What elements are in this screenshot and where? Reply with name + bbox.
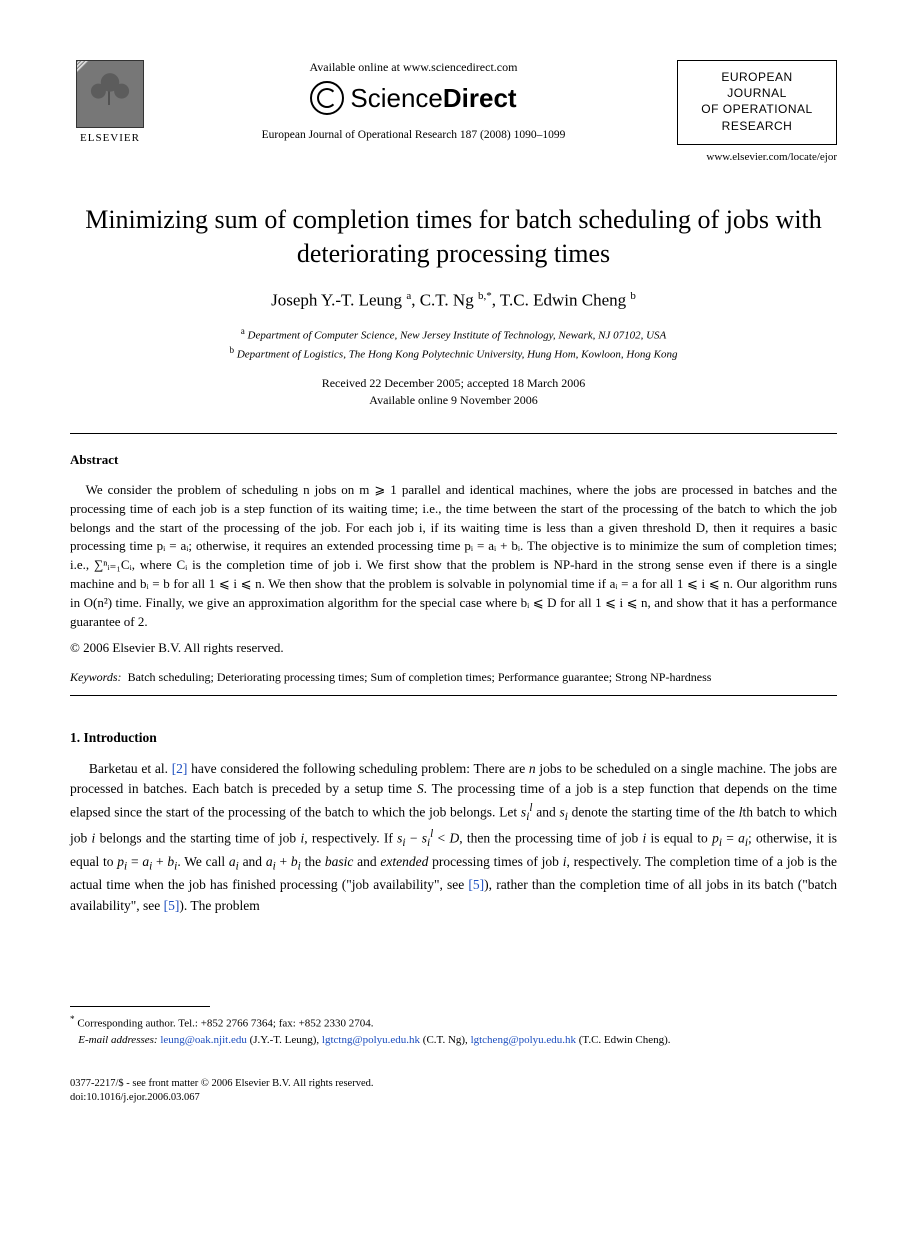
publisher-logo: ELSEVIER: [70, 60, 150, 144]
email-owner: (C.T. Ng),: [423, 1034, 468, 1046]
section-heading: 1. Introduction: [70, 730, 837, 746]
available-online-text: Available online at www.sciencedirect.co…: [160, 60, 667, 75]
journal-box-line: RESEARCH: [682, 118, 832, 134]
divider-rule: [70, 433, 837, 434]
intro-paragraph: Barketau et al. [2] have considered the …: [70, 759, 837, 916]
front-matter: 0377-2217/$ - see front matter © 2006 El…: [70, 1077, 837, 1106]
footnotes: * Corresponding author. Tel.: +852 2766 …: [70, 1013, 837, 1049]
email-addresses: E-mail addresses: leung@oak.njit.edu (J.…: [70, 1032, 837, 1049]
email-owner: (J.Y.-T. Leung),: [250, 1034, 320, 1046]
affiliations: a Department of Computer Science, New Je…: [70, 325, 837, 363]
journal-box-line: OF OPERATIONAL: [682, 101, 832, 117]
abstract-text: We consider the problem of scheduling n …: [70, 481, 837, 632]
sciencedirect-logo: ScienceDirect: [160, 81, 667, 115]
elsevier-tree-icon: [76, 60, 144, 128]
journal-page: ELSEVIER Available online at www.science…: [0, 0, 907, 1146]
available-online-date: Available online 9 November 2006: [70, 392, 837, 409]
citation-line: European Journal of Operational Research…: [160, 129, 667, 141]
journal-box-line: EUROPEAN: [682, 69, 832, 85]
citation-link[interactable]: [5]: [468, 877, 484, 892]
corresponding-author: * Corresponding author. Tel.: +852 2766 …: [70, 1013, 837, 1032]
abstract-copyright: © 2006 Elsevier B.V. All rights reserved…: [70, 640, 837, 656]
abstract-heading: Abstract: [70, 452, 837, 468]
front-matter-line: 0377-2217/$ - see front matter © 2006 El…: [70, 1077, 837, 1092]
sd-prefix: Science: [350, 83, 443, 113]
publisher-name: ELSEVIER: [70, 132, 150, 144]
email-owner: (T.C. Edwin Cheng).: [579, 1034, 671, 1046]
divider-rule: [70, 695, 837, 696]
email-link[interactable]: lgtcheng@polyu.edu.hk: [471, 1034, 576, 1046]
journal-url[interactable]: www.elsevier.com/locate/ejor: [677, 151, 837, 163]
received-accepted: Received 22 December 2005; accepted 18 M…: [70, 375, 837, 392]
header-center: Available online at www.sciencedirect.co…: [150, 60, 677, 141]
article-title: Minimizing sum of completion times for b…: [70, 203, 837, 271]
keywords-line: Keywords: Batch scheduling; Deterioratin…: [70, 670, 837, 685]
email-link[interactable]: lgtctng@polyu.edu.hk: [322, 1034, 420, 1046]
doi-line: doi:10.1016/j.ejor.2006.03.067: [70, 1091, 837, 1106]
keywords-text: Batch scheduling; Deteriorating processi…: [128, 670, 712, 684]
sd-suffix: Direct: [443, 83, 517, 113]
citation-link[interactable]: [2]: [172, 761, 188, 776]
sciencedirect-wordmark: ScienceDirect: [350, 83, 516, 114]
journal-box-wrap: EUROPEAN JOURNAL OF OPERATIONAL RESEARCH…: [677, 60, 837, 163]
keywords-label: Keywords:: [70, 670, 122, 684]
sciencedirect-swirl-icon: [310, 81, 344, 115]
citation-link[interactable]: [5]: [164, 898, 180, 913]
author-list: Joseph Y.-T. Leung a, C.T. Ng b,*, T.C. …: [70, 290, 837, 311]
header-row: ELSEVIER Available online at www.science…: [70, 60, 837, 163]
article-dates: Received 22 December 2005; accepted 18 M…: [70, 375, 837, 409]
email-label: E-mail addresses:: [78, 1034, 157, 1046]
affiliation-a: a Department of Computer Science, New Je…: [70, 325, 837, 344]
footnote-rule: [70, 1006, 210, 1007]
journal-box-line: JOURNAL: [682, 85, 832, 101]
journal-title-box: EUROPEAN JOURNAL OF OPERATIONAL RESEARCH: [677, 60, 837, 145]
affiliation-b: b Department of Logistics, The Hong Kong…: [70, 344, 837, 363]
email-link[interactable]: leung@oak.njit.edu: [160, 1034, 247, 1046]
